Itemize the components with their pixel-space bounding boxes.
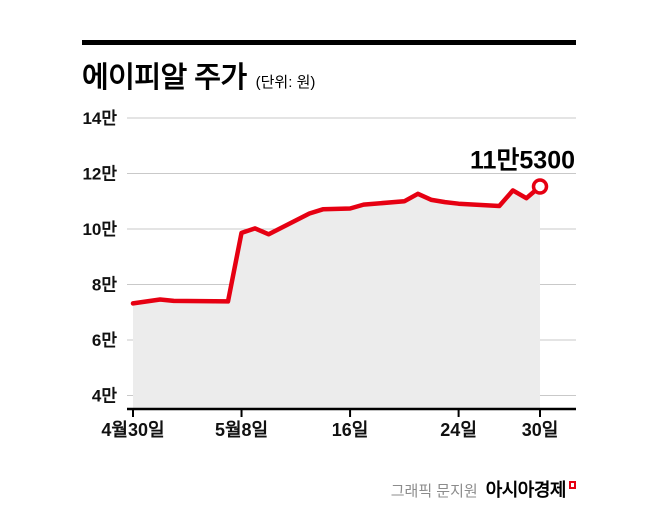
y-axis-label: 10만 (82, 220, 117, 239)
asiae-logo-mark (569, 481, 576, 489)
price-area (133, 186, 540, 408)
credit-text: 그래픽 문지원 (390, 483, 478, 500)
y-axis-label: 12만 (82, 165, 117, 184)
y-axis-label: 8만 (92, 276, 117, 295)
brand-text: 아시아경제 (485, 480, 567, 500)
y-axis-label: 14만 (82, 109, 117, 128)
x-axis-label: 5월8일 (215, 420, 268, 440)
title-row: 에이피알 주가 (단위: 원) (82, 54, 315, 96)
x-axis-labels: 4월30일 5월8일 16일 24일 30일 (101, 420, 558, 440)
x-axis-label: 30일 (522, 420, 559, 440)
x-axis-ticks (132, 410, 541, 417)
page-title: 에이피알 주가 (82, 62, 247, 94)
x-axis-label: 16일 (332, 420, 369, 440)
x-axis-label: 24일 (440, 420, 477, 440)
x-axis-label: 4월30일 (101, 420, 164, 440)
unit-label: (단위: 원) (255, 74, 316, 91)
y-axis-label: 4만 (92, 387, 117, 406)
y-axis-label: 6만 (92, 331, 117, 350)
price-line (130, 184, 543, 306)
top-rule (82, 40, 576, 45)
footer: 그래픽 문지원 아시아경제 (391, 476, 576, 502)
y-axis-labels: 14만 12만 10만 8만 6만 4만 (82, 109, 117, 406)
latest-price-label: 11만5300 (470, 147, 575, 175)
endpoint-marker (531, 178, 549, 195)
